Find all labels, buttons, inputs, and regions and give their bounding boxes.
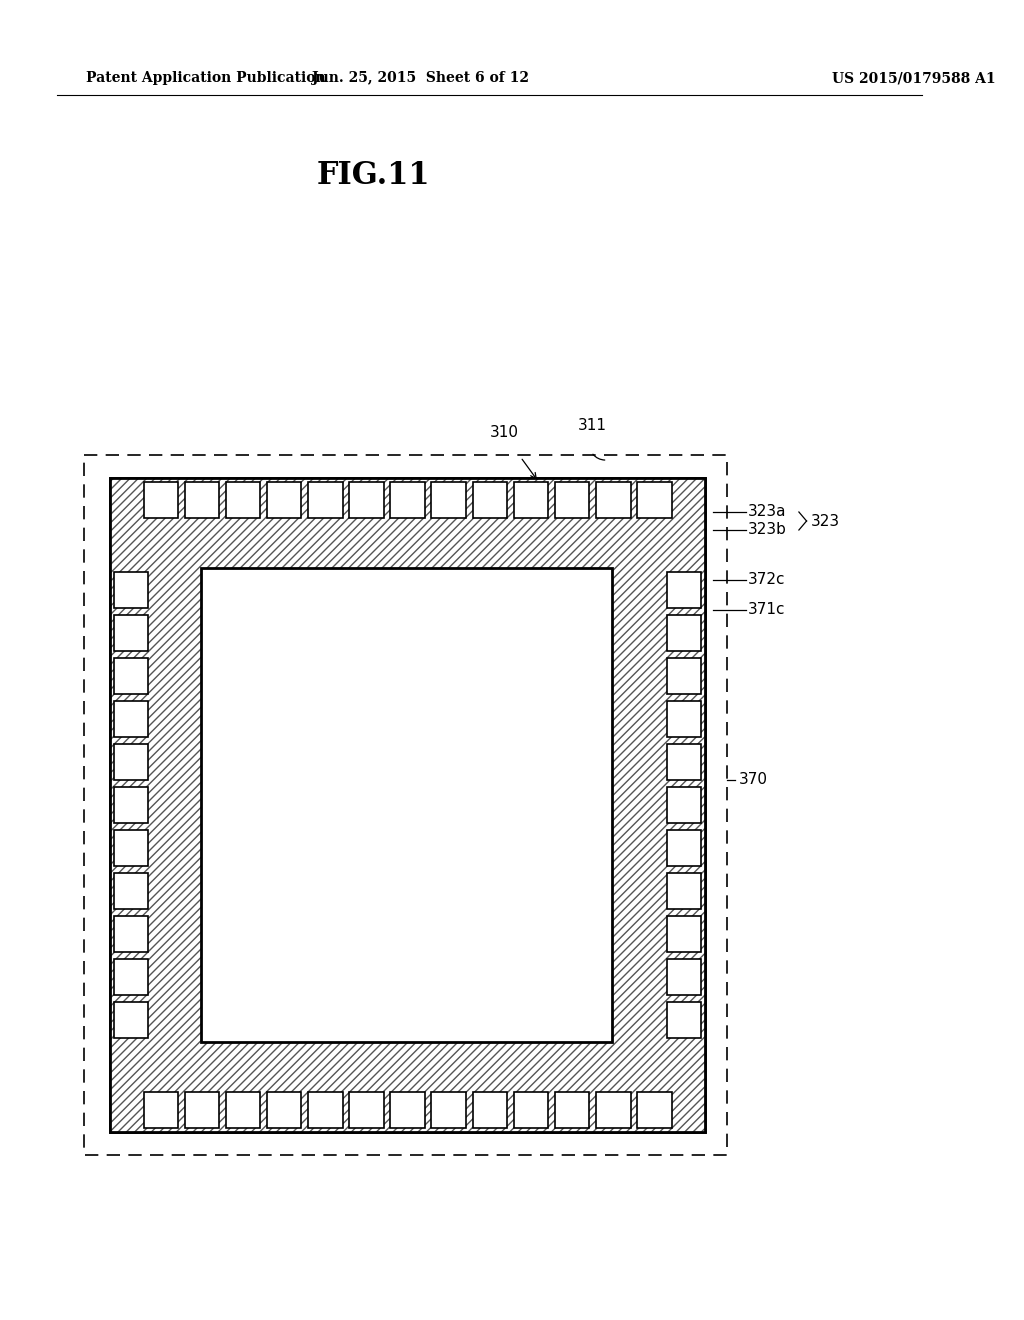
Bar: [349, 482, 384, 517]
Text: 323: 323: [810, 513, 840, 528]
Bar: [514, 482, 548, 517]
Bar: [667, 787, 701, 822]
Bar: [267, 482, 301, 517]
Text: Patent Application Publication: Patent Application Publication: [86, 71, 326, 84]
Bar: [596, 482, 631, 517]
Bar: [431, 482, 466, 517]
Bar: [637, 482, 672, 517]
Bar: [667, 572, 701, 609]
Bar: [667, 1002, 701, 1038]
Bar: [114, 873, 148, 909]
Bar: [637, 1092, 672, 1129]
Bar: [84, 455, 727, 1155]
Bar: [667, 615, 701, 651]
Bar: [114, 615, 148, 651]
Bar: [308, 1092, 342, 1129]
Text: 371c: 371c: [749, 602, 785, 618]
Bar: [667, 657, 701, 694]
Bar: [308, 482, 342, 517]
Bar: [114, 960, 148, 995]
Bar: [390, 1092, 425, 1129]
Text: 372c: 372c: [749, 573, 785, 587]
Bar: [667, 701, 701, 737]
Bar: [114, 572, 148, 609]
Bar: [596, 1092, 631, 1129]
Bar: [110, 478, 706, 1133]
Bar: [201, 568, 612, 1041]
Text: 323a: 323a: [749, 504, 786, 520]
Bar: [667, 873, 701, 909]
Bar: [114, 744, 148, 780]
Text: Jun. 25, 2015  Sheet 6 of 12: Jun. 25, 2015 Sheet 6 of 12: [312, 71, 529, 84]
Bar: [226, 482, 260, 517]
Bar: [555, 1092, 590, 1129]
Bar: [349, 1092, 384, 1129]
Bar: [555, 482, 590, 517]
Bar: [184, 482, 219, 517]
Text: FIG.11: FIG.11: [316, 160, 430, 190]
Bar: [184, 1092, 219, 1129]
Bar: [114, 830, 148, 866]
Bar: [667, 744, 701, 780]
Bar: [114, 787, 148, 822]
Bar: [473, 482, 507, 517]
Text: 311: 311: [578, 418, 607, 433]
Bar: [390, 482, 425, 517]
Bar: [431, 1092, 466, 1129]
Bar: [110, 478, 706, 1133]
Bar: [514, 1092, 548, 1129]
Bar: [473, 1092, 507, 1129]
Bar: [267, 1092, 301, 1129]
Bar: [143, 1092, 178, 1129]
Bar: [667, 960, 701, 995]
Text: 310: 310: [489, 425, 519, 440]
Bar: [114, 701, 148, 737]
Text: 370: 370: [738, 772, 768, 788]
Text: 323b: 323b: [749, 523, 787, 537]
Text: US 2015/0179588 A1: US 2015/0179588 A1: [833, 71, 996, 84]
Bar: [667, 916, 701, 952]
Bar: [114, 916, 148, 952]
Bar: [114, 1002, 148, 1038]
Bar: [226, 1092, 260, 1129]
Bar: [201, 568, 612, 1041]
Bar: [667, 830, 701, 866]
Bar: [143, 482, 178, 517]
Bar: [110, 478, 706, 1133]
Bar: [114, 657, 148, 694]
